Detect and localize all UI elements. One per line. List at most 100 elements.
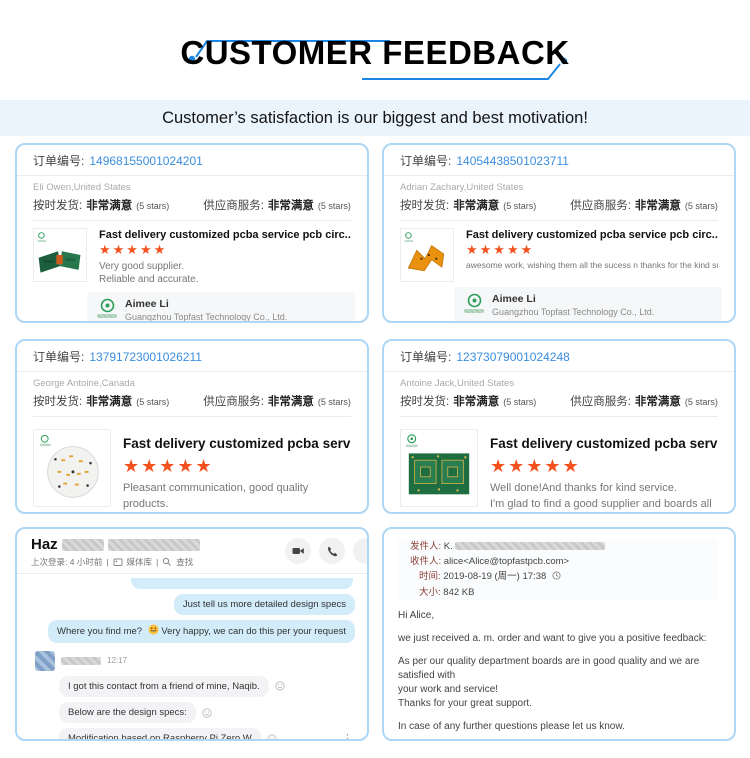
- outgoing-message-bubble: Just tell us more detailed design specs: [173, 594, 355, 616]
- reply-header: Aimee Li Guangzhou Topfast Technology Co…: [464, 293, 712, 317]
- product-info: Fast delivery customized pcba service pc…: [466, 228, 718, 282]
- order-number-label: 订单编号:: [400, 154, 452, 168]
- order-number-row: 订单编号: 12373079001024248: [384, 341, 734, 372]
- review-text: Very good supplier. Reliable and accurat…: [99, 260, 199, 286]
- ratings-row: 按时发货: 非常满意 (5 stars) 供应商服务: 非常满意 (5 star…: [33, 393, 351, 417]
- more-actions-button[interactable]: [353, 538, 367, 564]
- review-text: awesome work, wishing them all the suces…: [466, 259, 718, 270]
- order-number-link[interactable]: 14054438501023711: [456, 153, 569, 168]
- title-decoration-lines: [188, 40, 568, 80]
- buyer-name: Eli Owen,United States: [33, 182, 131, 193]
- buyer-name: Antoine Jack,United States: [400, 378, 515, 389]
- message-row: Below are the design specs:: [59, 701, 355, 724]
- product-thumbnail-pcb-panel[interactable]: [400, 429, 478, 507]
- incoming-message-bubble: Modification based on Raspberry Pi Zero …: [59, 728, 261, 739]
- reaction-button[interactable]: [275, 681, 285, 691]
- video-call-button[interactable]: [285, 538, 311, 564]
- email-size-line: 大小: 842 KB: [419, 586, 475, 598]
- message-row: Where you find me? Very happy, we can do…: [29, 620, 355, 643]
- reply-text: Thank you for your trust and support: [464, 322, 712, 323]
- subtitle-banner: Customer’s satisfaction is our biggest a…: [0, 100, 750, 136]
- chat-screenshot-card: Haz 上次登录: 4 小时前 | 媒体库 |: [15, 527, 369, 741]
- topfast-logo-icon: [100, 298, 114, 313]
- reply-author: Aimee Li Guangzhou Topfast Technology Co…: [492, 293, 654, 317]
- order-number-link[interactable]: 13791723001026211: [89, 349, 202, 364]
- product-thumbnail-round-pcb[interactable]: [33, 429, 111, 507]
- star-rating: ★★★★★: [99, 242, 168, 257]
- order-number-label: 订单编号:: [400, 350, 452, 364]
- incoming-message-bubble: I got this contact from a friend of mine…: [59, 675, 269, 697]
- media-library-link[interactable]: 媒体库: [126, 557, 153, 567]
- feedback-grid: 订单编号: 14968155001024201 Eli Owen,United …: [0, 136, 750, 741]
- ratings-row: 按时发货: 非常满意 (5 stars) 供应商服务: 非常满意 (5 star…: [400, 197, 718, 221]
- subtitle-text: Customer’s satisfaction is our biggest a…: [162, 108, 588, 127]
- hero-section: CUSTOMER FEEDBACK: [0, 0, 750, 100]
- product-info: Fast delivery customized pcba service pc…: [123, 429, 351, 512]
- search-icon: [163, 557, 172, 566]
- chat-header: Haz 上次登录: 4 小时前 | 媒体库 |: [17, 529, 367, 574]
- supplier-logo: [97, 298, 117, 318]
- smiley-reaction-icon: [267, 734, 277, 739]
- on-time-rating: 按时发货: 非常满意 (5 stars): [33, 200, 170, 212]
- outgoing-message-bubble: Where you find me? Very happy, we can do…: [48, 620, 355, 643]
- review-card-4: 订单编号: 12373079001024248 Antoine Jack,Uni…: [382, 339, 736, 514]
- chat-messages: Just tell us more detailed design specs …: [17, 574, 367, 741]
- message-timestamp: 12:17: [107, 656, 128, 666]
- review-card-3: 订单编号: 13791723001026211 George Antoine,C…: [15, 339, 369, 514]
- clock-icon: [552, 571, 561, 580]
- order-number-link[interactable]: 14968155001024201: [89, 153, 203, 168]
- product-title[interactable]: Fast delivery customized pcba service pc…: [490, 436, 718, 451]
- email-from-line: 发件人: K.: [410, 539, 718, 554]
- supplier-logo: [464, 293, 484, 313]
- star-rating: ★★★★★: [123, 456, 214, 476]
- review-text: Pleasant communication, good quality pro…: [123, 481, 309, 510]
- ratings-row: 按时发货: 非常满意 (5 stars) 供应商服务: 非常满意 (5 star…: [33, 197, 351, 221]
- phone-icon: [327, 546, 337, 556]
- product-thumbnail-flex-pcb[interactable]: [400, 228, 454, 282]
- censored-name-blur: [107, 538, 200, 551]
- product-thumbnail-green-pcb[interactable]: [33, 228, 87, 282]
- chat-search-link[interactable]: 查找: [176, 557, 194, 567]
- chat-action-buttons: [285, 538, 367, 564]
- order-number-row: 订单编号: 14968155001024201: [17, 145, 367, 176]
- product-title[interactable]: Fast delivery customized pcba service pc…: [466, 229, 718, 241]
- ratings-row: 按时发货: 非常满意 (5 stars) 供应商服务: 非常满意 (5 star…: [400, 393, 718, 417]
- reaction-button[interactable]: [202, 707, 212, 718]
- email-header: 发件人: K. 收件人: alice<Alice@topfastpcb.com>…: [398, 539, 718, 600]
- review-text: Well done!And thanks for kind service. I…: [490, 481, 712, 510]
- service-rating: 供应商服务: 非常满意 (5 stars): [203, 396, 351, 408]
- email-paragraph: we just received a. m. order and want to…: [398, 632, 707, 644]
- avatar[interactable]: [35, 650, 55, 671]
- reply-company: Guangzhou Topfast Technology Co., Ltd.: [492, 307, 655, 317]
- order-number-row: 订单编号: 14054438501023711: [384, 145, 734, 176]
- order-number-link[interactable]: 12373079001024248: [456, 349, 570, 364]
- smile-emoji: [148, 624, 159, 635]
- service-rating: 供应商服务: 非常满意 (5 stars): [570, 396, 718, 408]
- sender-meta-row: 12:17: [35, 650, 355, 671]
- service-rating: 供应商服务: 非常满意 (5 stars): [203, 200, 351, 212]
- supplier-reply-box: Aimee Li Guangzhou Topfast Technology Co…: [454, 287, 722, 323]
- email-body: Hi Alice, we just received a. m. order a…: [398, 609, 718, 739]
- email-screenshot-card: 发件人: K. 收件人: alice<Alice@topfastpcb.com>…: [382, 527, 736, 741]
- voice-call-button[interactable]: [319, 538, 345, 564]
- reaction-button[interactable]: [267, 734, 277, 739]
- reply-author: Aimee Li Guangzhou Topfast Technology Co…: [125, 298, 288, 322]
- order-number-row: 订单编号: 13791723001026211: [17, 341, 367, 372]
- media-library-icon: [113, 558, 123, 566]
- video-camera-icon: [292, 548, 304, 554]
- product-title[interactable]: Fast delivery customized pcba service pc…: [123, 436, 351, 451]
- product-row: Fast delivery customized pcba service pc…: [400, 228, 718, 282]
- buyer-name: George Antoine,Canada: [33, 378, 135, 389]
- product-info: Fast delivery customized pcba service pc…: [99, 228, 351, 287]
- service-rating: 供应商服务: 非常满意 (5 stars): [570, 200, 718, 212]
- censored-sender-blur: [455, 542, 606, 551]
- message-options-button[interactable]: ⋮: [342, 733, 353, 741]
- censored-sender-name: [61, 656, 101, 665]
- reply-company: Guangzhou Topfast Technology Co., Ltd.: [125, 311, 288, 322]
- product-title[interactable]: Fast delivery customized pcba service pc…: [99, 229, 351, 241]
- supplier-reply-box: Aimee Li Guangzhou Topfast Technology Co…: [87, 291, 355, 322]
- email-paragraph: Hi Alice,: [398, 609, 435, 621]
- star-rating: ★★★★★: [490, 456, 581, 476]
- smiley-reaction-icon: [275, 681, 285, 691]
- last-seen-text: 上次登录: 4 小时前: [31, 557, 103, 567]
